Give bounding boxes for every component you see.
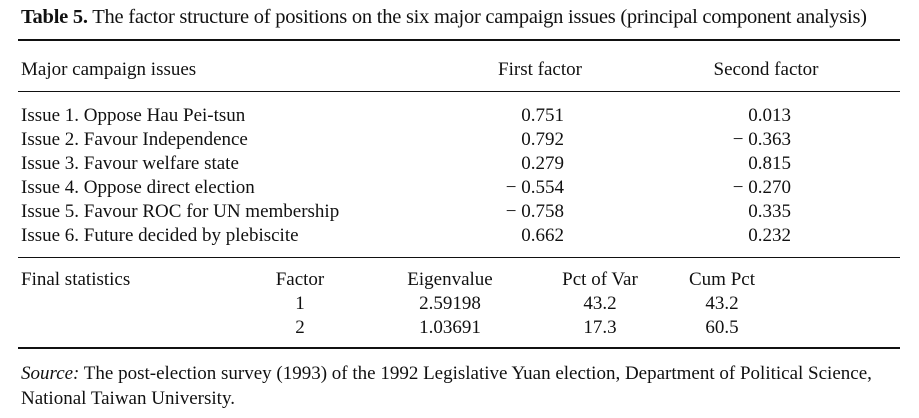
table-row: Issue 1. Oppose Hau Pei-tsun 0.751 0.013 bbox=[0, 104, 919, 128]
table-row: Issue 3. Favour welfare state 0.279 0.81… bbox=[0, 152, 919, 176]
table-row: Issue 2. Favour Independence 0.792 − 0.3… bbox=[0, 128, 919, 152]
issue-first-value: 0.662 bbox=[521, 225, 564, 246]
issue-second-value: 0.335 bbox=[748, 201, 791, 222]
bottom-rule bbox=[18, 347, 900, 349]
source-label: Source: bbox=[21, 363, 80, 384]
header-eigenvalue: Eigenvalue bbox=[407, 269, 493, 290]
caption-text: The factor structure of positions on the… bbox=[92, 6, 867, 28]
issue-first-value: − 0.758 bbox=[505, 201, 564, 222]
issue-name: Issue 2. Favour Independence bbox=[21, 129, 248, 150]
issue-second-value: 0.815 bbox=[748, 153, 791, 174]
final-stats-row: 2 1.03691 17.3 60.5 bbox=[0, 316, 919, 340]
header-second-factor: Second factor bbox=[713, 59, 819, 80]
header-factor: Factor bbox=[275, 269, 325, 290]
header-pct-of-var: Pct of Var bbox=[562, 269, 638, 290]
section-rule bbox=[18, 257, 900, 258]
issue-first-value: 0.279 bbox=[521, 153, 564, 174]
table-row: Issue 6. Future decided by plebiscite 0.… bbox=[0, 224, 919, 248]
issue-first-value: 0.751 bbox=[521, 105, 564, 126]
factor-number: 2 bbox=[295, 317, 305, 338]
final-stats-row: 1 2.59198 43.2 43.2 bbox=[0, 292, 919, 316]
table-row: Issue 4. Oppose direct election − 0.554 … bbox=[0, 176, 919, 200]
issue-name: Issue 4. Oppose direct election bbox=[21, 177, 255, 198]
header-issues: Major campaign issues bbox=[21, 59, 197, 80]
issue-first-value: 0.792 bbox=[521, 129, 564, 150]
source-text: The post-election survey (1993) of the 1… bbox=[21, 363, 872, 409]
pct-of-var: 17.3 bbox=[583, 317, 617, 338]
header-row: Major campaign issues First factor Secon… bbox=[0, 58, 919, 82]
source-note: Source: The post-election survey (1993) … bbox=[21, 361, 901, 411]
cum-pct: 60.5 bbox=[705, 317, 739, 338]
table-caption: Table 5. The factor structure of positio… bbox=[21, 6, 867, 29]
issue-name: Issue 3. Favour welfare state bbox=[21, 153, 239, 174]
factor-number: 1 bbox=[295, 293, 305, 314]
issue-second-value: 0.013 bbox=[748, 105, 791, 126]
caption-label: Table 5. bbox=[21, 6, 88, 28]
eigenvalue: 2.59198 bbox=[419, 293, 481, 314]
table-row: Issue 5. Favour ROC for UN membership − … bbox=[0, 200, 919, 224]
issue-second-value: − 0.270 bbox=[732, 177, 791, 198]
final-stats-label: Final statistics bbox=[21, 269, 131, 290]
issue-second-value: 0.232 bbox=[748, 225, 791, 246]
top-rule bbox=[18, 39, 900, 41]
eigenvalue: 1.03691 bbox=[419, 317, 481, 338]
header-first-factor: First factor bbox=[498, 59, 582, 80]
final-stats-header-row: Final statistics Factor Eigenvalue Pct o… bbox=[0, 268, 919, 292]
header-rule bbox=[18, 91, 900, 92]
issue-name: Issue 1. Oppose Hau Pei-tsun bbox=[21, 105, 246, 126]
cum-pct: 43.2 bbox=[705, 293, 739, 314]
header-cum-pct: Cum Pct bbox=[689, 269, 755, 290]
pct-of-var: 43.2 bbox=[583, 293, 617, 314]
issue-first-value: − 0.554 bbox=[505, 177, 564, 198]
issue-name: Issue 5. Favour ROC for UN membership bbox=[21, 201, 340, 222]
issue-second-value: − 0.363 bbox=[732, 129, 791, 150]
issue-name: Issue 6. Future decided by plebiscite bbox=[21, 225, 299, 246]
